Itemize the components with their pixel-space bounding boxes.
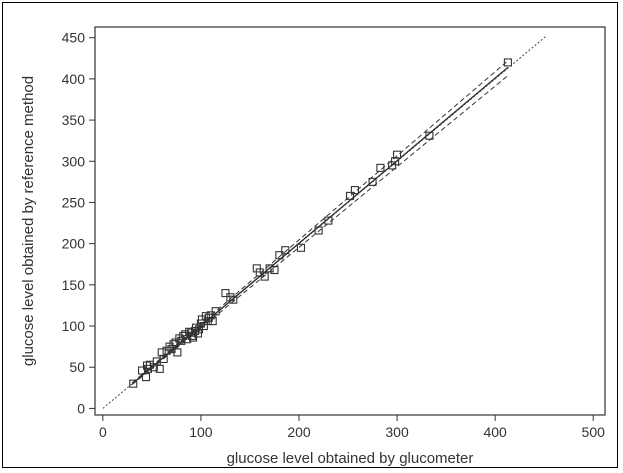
y-tick-label: 50 — [69, 359, 85, 375]
plot-area-border — [94, 26, 606, 416]
data-point — [201, 312, 210, 321]
y-tick-label: 200 — [62, 236, 86, 252]
data-point — [425, 131, 434, 140]
data-point — [129, 379, 138, 388]
points-layer — [129, 58, 512, 388]
chart-frame: 0 100 200 300 400 500 0 50 100 150 200 250 300 350 400… — [2, 2, 618, 468]
data-point — [191, 323, 201, 332]
data-point — [149, 363, 158, 372]
data-point — [255, 268, 264, 277]
data-point — [159, 354, 168, 364]
data-point — [193, 329, 203, 338]
x-axis-title: glucose level obtained by glucometer — [227, 450, 474, 467]
x-tick-label: 500 — [582, 424, 606, 440]
data-point — [141, 373, 151, 382]
data-point — [368, 177, 377, 186]
data-point — [173, 348, 182, 357]
data-point — [157, 348, 166, 357]
axes-layer: 0 100 200 300 400 500 0 50 100 150 200 250 300 350 400… — [62, 26, 606, 440]
data-point — [208, 317, 217, 326]
data-point — [350, 186, 359, 195]
data-point — [388, 161, 397, 170]
x-tick-label: 100 — [189, 424, 213, 440]
data-point — [275, 251, 284, 260]
data-point — [265, 264, 274, 273]
data-point — [221, 289, 230, 298]
data-point — [188, 331, 197, 340]
data-point — [376, 163, 385, 172]
y-tick-label: 350 — [62, 112, 86, 128]
data-point — [281, 246, 290, 255]
data-point — [260, 272, 269, 281]
data-point — [324, 216, 333, 225]
x-tick-label: 0 — [99, 424, 107, 440]
data-point — [226, 293, 235, 302]
y-tick-label: 150 — [62, 277, 86, 293]
x-tick-label: 400 — [483, 424, 507, 440]
data-point — [211, 307, 220, 316]
y-axis-title: glucose level obtained by reference meth… — [20, 76, 37, 366]
x-tick-label: 300 — [385, 424, 409, 440]
data-point — [503, 58, 512, 67]
data-point — [296, 243, 306, 252]
data-point — [270, 265, 279, 275]
data-point — [229, 295, 238, 304]
data-point — [162, 346, 171, 355]
data-point — [314, 226, 323, 235]
data-point — [252, 264, 261, 273]
data-point — [393, 150, 402, 159]
y-tick-label: 250 — [62, 194, 86, 210]
data-point — [345, 191, 355, 200]
y-tick-label: 450 — [62, 30, 86, 46]
data-point — [169, 340, 178, 349]
data-point — [206, 311, 215, 320]
data-point — [143, 364, 153, 373]
y-tick-label: 100 — [62, 318, 86, 334]
y-tick-label: 0 — [77, 400, 85, 416]
scatter-chart: 0 100 200 300 400 500 0 50 100 150 200 250 300 350 400… — [20, 26, 606, 467]
x-tick-label: 200 — [287, 424, 311, 440]
data-point — [155, 364, 164, 373]
y-tick-label: 300 — [62, 153, 86, 169]
y-tick-label: 400 — [62, 71, 86, 87]
